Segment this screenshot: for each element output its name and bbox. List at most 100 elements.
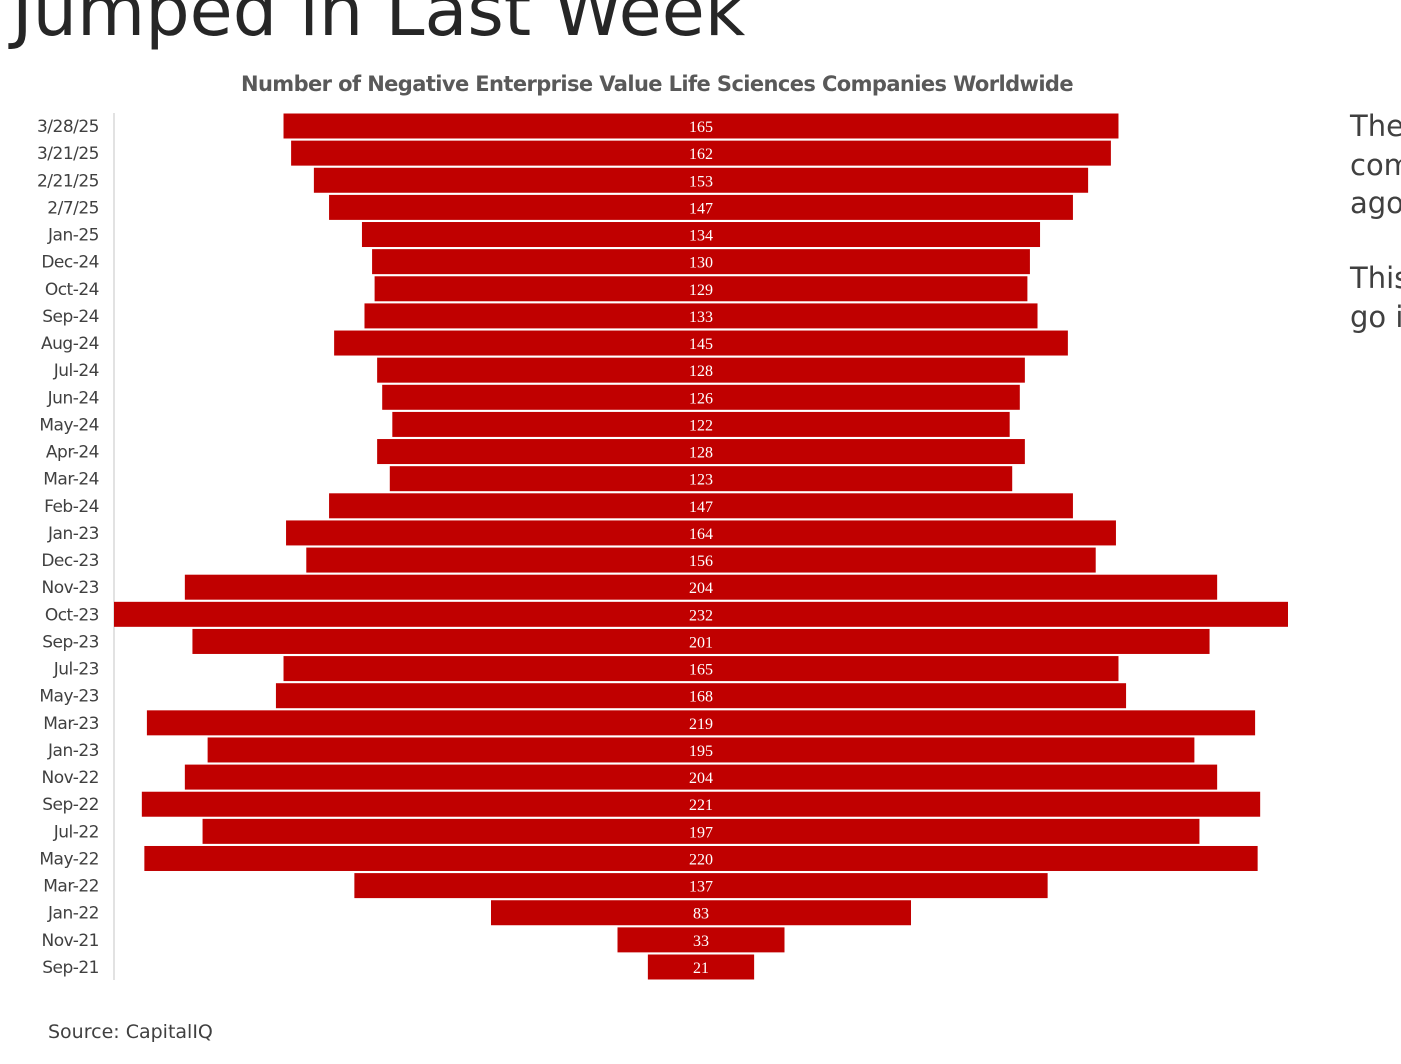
bar	[361, 222, 1041, 248]
bar	[372, 249, 1030, 275]
bar	[364, 303, 1038, 329]
bar	[392, 411, 1010, 437]
bar	[291, 140, 1111, 166]
category-label: May-24	[39, 415, 99, 435]
chart-title: Number of Negative Enterprise Value Life…	[241, 72, 1073, 96]
value-label: 129	[689, 282, 713, 299]
category-label: May-23	[39, 687, 99, 707]
value-label: 33	[693, 933, 709, 950]
category-label: Sep-23	[42, 632, 99, 652]
value-label: 153	[689, 173, 713, 190]
value-label: 204	[689, 770, 713, 787]
category-label: Jan-23	[47, 741, 99, 761]
value-label: 137	[689, 879, 713, 896]
value-label: 128	[689, 363, 713, 380]
value-label: 147	[689, 499, 713, 516]
slide-title: Jumped in Last Week	[8, 0, 746, 52]
category-label: Jan-25	[47, 226, 99, 246]
bar	[313, 167, 1089, 193]
source: Source: CapitalIQ	[48, 1021, 213, 1043]
bar	[275, 683, 1127, 709]
bar	[490, 900, 912, 926]
value-label: 204	[689, 580, 713, 597]
category-label: 2/21/25	[37, 171, 99, 191]
value-label: 220	[689, 851, 713, 868]
value-label: 147	[689, 200, 713, 217]
value-label: 195	[689, 743, 713, 760]
side-text: com	[1350, 148, 1401, 182]
value-label: 221	[689, 797, 713, 814]
value-label: 145	[689, 336, 713, 353]
category-label: 2/7/25	[47, 198, 99, 218]
bar	[286, 520, 1116, 546]
value-label: 123	[689, 472, 713, 489]
category-label: Nov-21	[42, 931, 100, 951]
bar	[377, 439, 1025, 465]
category-label: 3/21/25	[37, 144, 99, 164]
value-label: 128	[689, 445, 713, 462]
category-label: 3/28/25	[37, 117, 99, 137]
bar	[329, 493, 1073, 519]
category-label: Dec-24	[41, 253, 99, 273]
bar	[207, 737, 1195, 763]
category-label: Aug-24	[41, 334, 99, 354]
bar	[202, 818, 1200, 844]
category-label: Nov-23	[42, 578, 100, 598]
value-label: 126	[689, 390, 713, 407]
value-label: 168	[689, 689, 713, 706]
bar	[184, 574, 1218, 600]
value-label: 201	[689, 634, 713, 651]
bar	[647, 954, 755, 980]
category-label: Sep-22	[42, 795, 99, 815]
bar	[389, 466, 1013, 492]
bar	[141, 791, 1261, 817]
value-label: 197	[689, 824, 713, 841]
bar	[283, 113, 1119, 139]
value-label: 219	[689, 716, 713, 733]
category-label: Mar-23	[43, 714, 99, 734]
bar	[283, 656, 1119, 682]
value-label: 130	[689, 255, 713, 272]
bar	[144, 845, 1258, 871]
value-label: 165	[689, 662, 713, 679]
side-text: This	[1349, 261, 1401, 295]
bar	[184, 764, 1218, 790]
category-label: Jun-24	[47, 388, 99, 408]
side-text: The	[1349, 109, 1401, 143]
bar	[374, 276, 1028, 302]
value-label: 165	[689, 119, 713, 136]
side-text: go i	[1350, 300, 1401, 334]
bar	[354, 873, 1048, 899]
category-label: Nov-22	[42, 768, 100, 788]
bar	[377, 357, 1025, 383]
bar	[329, 194, 1073, 220]
category-label: Feb-24	[44, 497, 99, 517]
category-label: Sep-24	[42, 307, 99, 327]
category-label: Jan-23	[47, 524, 99, 544]
bar	[382, 384, 1020, 410]
category-label: Dec-23	[41, 551, 99, 571]
category-label: May-22	[39, 849, 99, 869]
category-label: Mar-22	[43, 877, 99, 897]
category-label: Jul-23	[53, 660, 99, 680]
value-label: 133	[689, 309, 713, 326]
category-label: Jul-24	[53, 361, 99, 381]
value-label: 232	[689, 607, 713, 624]
value-label: 83	[693, 906, 709, 923]
category-label: Jan-22	[47, 904, 99, 924]
side-text: ago	[1350, 186, 1401, 220]
value-label: 156	[689, 553, 713, 570]
category-label: Apr-24	[46, 443, 99, 463]
category-label: Jul-22	[53, 822, 99, 842]
bar	[146, 710, 1256, 736]
category-label: Sep-21	[42, 958, 99, 978]
category-label: Oct-24	[45, 280, 99, 300]
value-label: 162	[689, 146, 713, 163]
value-label: 134	[689, 228, 713, 245]
value-label: 164	[689, 526, 713, 543]
bar	[617, 927, 785, 953]
bar	[306, 547, 1096, 573]
bar	[192, 628, 1210, 654]
